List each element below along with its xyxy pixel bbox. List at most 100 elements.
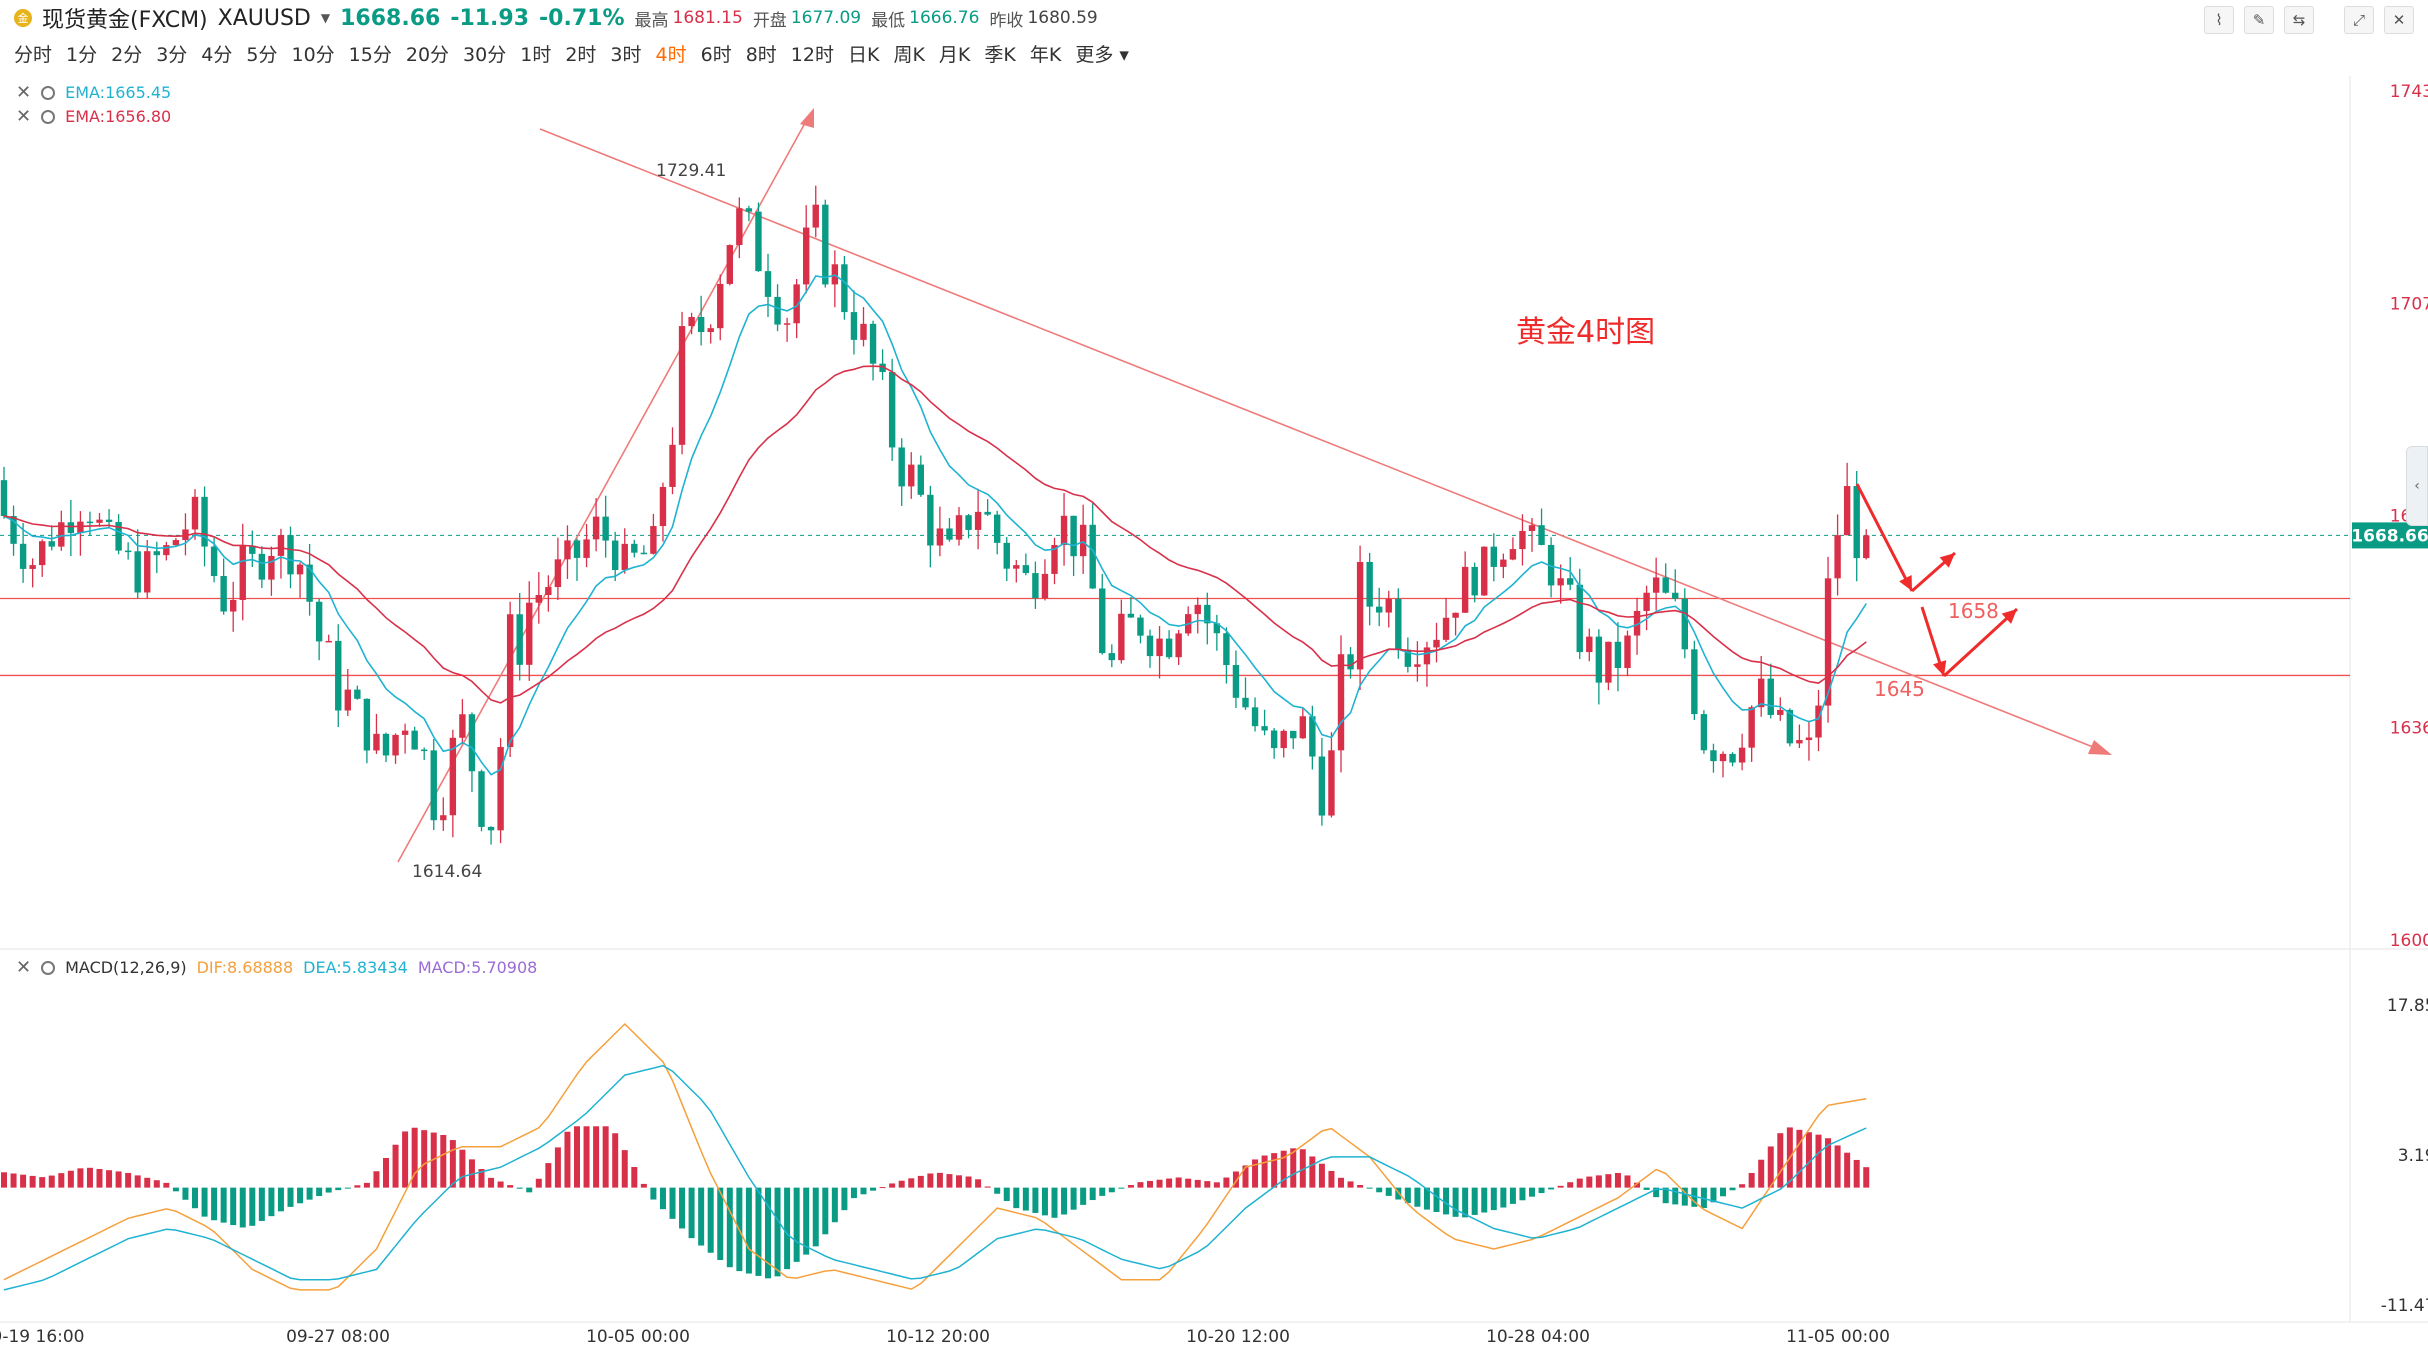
candle-body: [1041, 573, 1049, 599]
period-bar: 分时 1分 2分 3分 4分 5分 10分 15分 20分 30分 1时 2时 3时 4时 6时 8时 12时日…: [0, 38, 1143, 68]
period-15[interactable]: 8时: [745, 43, 777, 66]
settings-icon[interactable]: [41, 85, 56, 100]
macd-histogram-bar: [812, 1187, 819, 1247]
candle-body: [277, 535, 285, 556]
period-4[interactable]: 4分: [201, 43, 233, 66]
macd-histogram-bar: [1500, 1187, 1507, 1208]
period-11[interactable]: 2时: [565, 43, 597, 66]
candle-body: [1557, 578, 1564, 586]
candle-body: [860, 323, 867, 340]
candle-body: [774, 296, 781, 325]
expand-icon[interactable]: ⤢: [2344, 6, 2374, 34]
instrument-name[interactable]: 现货黄金(FXCM): [42, 8, 208, 33]
remove-indicator-icon[interactable]: ✕: [16, 82, 32, 103]
period-9[interactable]: 30分: [463, 43, 507, 66]
settings-icon[interactable]: [41, 960, 56, 975]
candle-body: [1863, 535, 1870, 559]
candle-body: [449, 737, 457, 816]
period-20[interactable]: 季K: [984, 43, 1016, 66]
period-16[interactable]: 12时: [790, 43, 834, 66]
close-icon[interactable]: ✕: [2384, 6, 2414, 34]
macd-histogram-bar: [402, 1131, 409, 1188]
macd-histogram-bar: [1700, 1187, 1707, 1209]
candle-body: [1013, 565, 1020, 569]
x-tick-label: 10-28 04:00: [1486, 1327, 1590, 1346]
macd-histogram-bar: [125, 1172, 132, 1188]
candle-body: [344, 689, 351, 711]
candle-body: [1385, 598, 1392, 613]
period-19[interactable]: 月K: [938, 43, 971, 66]
macd-histogram-bar: [497, 1181, 504, 1188]
candle-body: [1003, 542, 1010, 569]
low-value: 1666.76: [909, 8, 980, 28]
macd-histogram-bar: [745, 1187, 752, 1274]
macd-value: MACD:5.70908: [417, 958, 538, 977]
x-tick-label: 10-05 00:00: [586, 1327, 690, 1346]
period-10[interactable]: 1时: [520, 43, 552, 66]
period-8[interactable]: 20分: [405, 43, 450, 66]
candle-body: [736, 208, 743, 246]
period-17[interactable]: 日K: [847, 43, 880, 66]
macd-histogram-bar: [1156, 1179, 1163, 1188]
macd-histogram-bar: [1080, 1187, 1087, 1205]
macd-histogram-bar: [182, 1187, 189, 1200]
macd-histogram-bar: [860, 1187, 867, 1195]
macd-histogram-bar: [421, 1130, 428, 1188]
candle-body: [1414, 664, 1421, 667]
x-tick-label: 10-20 12:00: [1186, 1327, 1290, 1346]
macd-histogram-bar: [478, 1169, 485, 1188]
macd-histogram-bar: [1462, 1187, 1469, 1218]
macd-histogram-bar: [392, 1144, 399, 1188]
period-18[interactable]: 周K: [893, 43, 925, 66]
period-0[interactable]: 分时: [14, 43, 53, 66]
macd-histogram-bar: [1022, 1187, 1029, 1211]
macd-tick-label: -11.47890: [2381, 1296, 2428, 1316]
price-tick-label: 1707.89: [2390, 294, 2428, 314]
period-14[interactable]: 6时: [700, 43, 732, 66]
macd-histogram-bar: [1710, 1187, 1717, 1203]
candle-body: [201, 496, 208, 547]
draw-icon[interactable]: ✎: [2244, 6, 2274, 34]
period-21[interactable]: 年K: [1029, 43, 1062, 66]
macd-histogram-bar: [1481, 1187, 1488, 1213]
candle-body: [1547, 544, 1555, 586]
toolbar: ⌇ ✎ ⇆ ⤢ ✕: [2204, 6, 2414, 34]
macd-histogram-bar: [1548, 1187, 1555, 1190]
candle-body: [1624, 635, 1631, 669]
candle-body: [1442, 617, 1450, 640]
side-panel-toggle[interactable]: ‹: [2406, 446, 2428, 526]
period-2[interactable]: 2分: [111, 43, 143, 66]
macd-histogram-bar: [163, 1182, 170, 1188]
chart-style-icon[interactable]: ⌇: [2204, 6, 2234, 34]
macd-histogram-bar: [612, 1133, 619, 1188]
period-1[interactable]: 1分: [66, 43, 98, 66]
macd-histogram-bar: [1720, 1187, 1726, 1197]
chart-svg[interactable]: 1743.761707.891672.021636.161600.2917.85…: [0, 76, 2428, 1347]
macd-histogram-bar: [1662, 1187, 1669, 1204]
candle-body: [869, 323, 877, 364]
macd-histogram-bar: [936, 1172, 943, 1188]
candle-body: [707, 328, 714, 333]
period-22[interactable]: 更多 ▾: [1075, 43, 1129, 66]
remove-indicator-icon[interactable]: ✕: [16, 957, 32, 978]
remove-indicator-icon[interactable]: ✕: [16, 106, 32, 127]
compare-icon[interactable]: ⇆: [2284, 6, 2314, 34]
period-6[interactable]: 10分: [291, 43, 335, 66]
period-5[interactable]: 5分: [246, 43, 278, 66]
price-change: -11.93: [450, 5, 530, 31]
symbol-code[interactable]: XAUUSD: [217, 5, 311, 31]
macd-histogram-bar: [58, 1173, 65, 1188]
macd-histogram-bar: [889, 1183, 896, 1188]
macd-histogram-bar: [1309, 1156, 1316, 1188]
period-7[interactable]: 15分: [348, 43, 392, 66]
dif-value: DIF:8.68888: [196, 958, 294, 977]
settings-icon[interactable]: [41, 109, 56, 124]
period-13[interactable]: 4时: [655, 43, 687, 66]
macd-histogram-bar: [850, 1187, 857, 1199]
period-3[interactable]: 3分: [156, 43, 188, 66]
period-12[interactable]: 3时: [610, 43, 642, 66]
symbol-dropdown-icon[interactable]: ▼: [320, 11, 331, 25]
candle-body: [268, 555, 275, 580]
macd-histogram-bar: [39, 1177, 46, 1188]
candle-body: [105, 519, 113, 522]
